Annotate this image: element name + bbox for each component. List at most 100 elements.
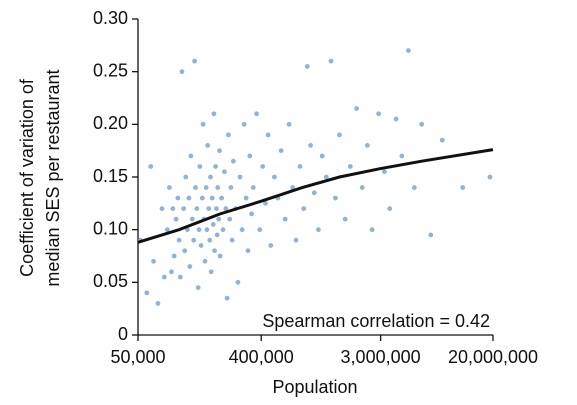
data-point	[290, 185, 296, 190]
data-point	[419, 121, 425, 127]
data-point	[359, 185, 365, 190]
data-point	[169, 269, 174, 275]
data-point	[196, 227, 202, 233]
data-point	[328, 58, 334, 64]
data-point	[241, 121, 247, 127]
data-point	[207, 237, 213, 243]
x-tick-label: 400,000	[229, 347, 294, 367]
data-point	[249, 211, 254, 217]
data-point	[223, 206, 229, 212]
data-point	[175, 195, 181, 201]
y-axis-label: Coefficient of variation of	[17, 78, 37, 277]
data-point	[214, 206, 219, 212]
data-point	[304, 64, 310, 69]
data-point	[323, 174, 329, 180]
y-tick-label: 0.25	[93, 60, 128, 80]
data-point	[214, 232, 220, 238]
data-point	[293, 237, 299, 243]
data-point	[272, 174, 277, 180]
data-point	[164, 227, 170, 233]
data-point	[155, 301, 161, 306]
data-point	[211, 111, 217, 117]
data-point	[205, 143, 211, 148]
data-point	[235, 279, 241, 285]
y-tick-label: 0.20	[93, 113, 128, 133]
data-point	[208, 174, 213, 180]
annotation: Spearman correlation = 0.42	[262, 311, 490, 331]
data-point	[215, 185, 221, 190]
data-point	[319, 153, 325, 159]
data-point	[202, 258, 208, 264]
x-tick-label: 50,000	[110, 347, 165, 367]
data-point	[173, 216, 179, 222]
data-point	[192, 58, 198, 64]
data-point	[222, 169, 227, 175]
data-point	[337, 132, 342, 138]
data-point	[354, 106, 359, 111]
data-point	[369, 227, 375, 233]
data-point	[204, 227, 210, 233]
data-point	[301, 206, 307, 212]
data-point	[212, 248, 217, 254]
data-point	[278, 148, 284, 154]
data-point	[209, 195, 215, 201]
data-point	[260, 164, 266, 169]
data-point	[237, 174, 243, 180]
data-point	[197, 164, 203, 169]
data-point	[228, 185, 234, 190]
data-point	[188, 153, 194, 159]
data-point	[265, 132, 271, 138]
data-point	[268, 243, 274, 248]
x-tick-label: 3,000,000	[341, 347, 421, 367]
data-point	[382, 169, 387, 175]
data-point	[286, 121, 292, 127]
data-point	[198, 243, 204, 248]
data-point	[308, 143, 313, 148]
data-point	[170, 206, 176, 212]
y-axis-label: median SES per restaurant	[43, 69, 63, 286]
data-point	[159, 206, 165, 212]
data-point	[189, 216, 195, 222]
data-point	[428, 232, 434, 238]
data-point	[187, 264, 193, 269]
data-point	[213, 164, 218, 169]
data-point	[182, 248, 188, 254]
data-point	[230, 158, 236, 164]
data-point	[254, 111, 259, 117]
data-point	[177, 274, 183, 280]
data-point	[342, 216, 348, 222]
data-point	[203, 185, 209, 190]
data-point	[191, 237, 197, 243]
data-point	[210, 222, 216, 227]
data-point	[297, 164, 303, 169]
data-point	[217, 148, 222, 154]
data-point	[226, 132, 231, 138]
data-point	[181, 206, 187, 212]
data-point	[219, 195, 225, 201]
x-axis-label: Population	[272, 377, 357, 397]
data-point	[399, 153, 405, 159]
data-point	[239, 227, 245, 233]
x-tick-label: 20,000,000	[448, 347, 538, 367]
data-point	[171, 253, 177, 259]
data-point	[487, 174, 493, 180]
data-point	[194, 206, 200, 212]
data-point	[387, 206, 393, 212]
data-point	[460, 185, 466, 190]
data-point	[206, 206, 212, 212]
trend-line	[137, 148, 494, 244]
data-point	[347, 164, 353, 169]
data-point	[193, 185, 198, 190]
data-point	[217, 253, 223, 259]
data-point	[151, 258, 156, 264]
data-point	[144, 290, 150, 296]
data-point	[186, 195, 192, 201]
data-point	[199, 195, 205, 201]
data-point	[229, 237, 235, 243]
y-tick-label: 0	[118, 324, 128, 344]
data-point	[282, 216, 288, 222]
data-point	[243, 195, 249, 201]
data-point	[376, 111, 381, 117]
